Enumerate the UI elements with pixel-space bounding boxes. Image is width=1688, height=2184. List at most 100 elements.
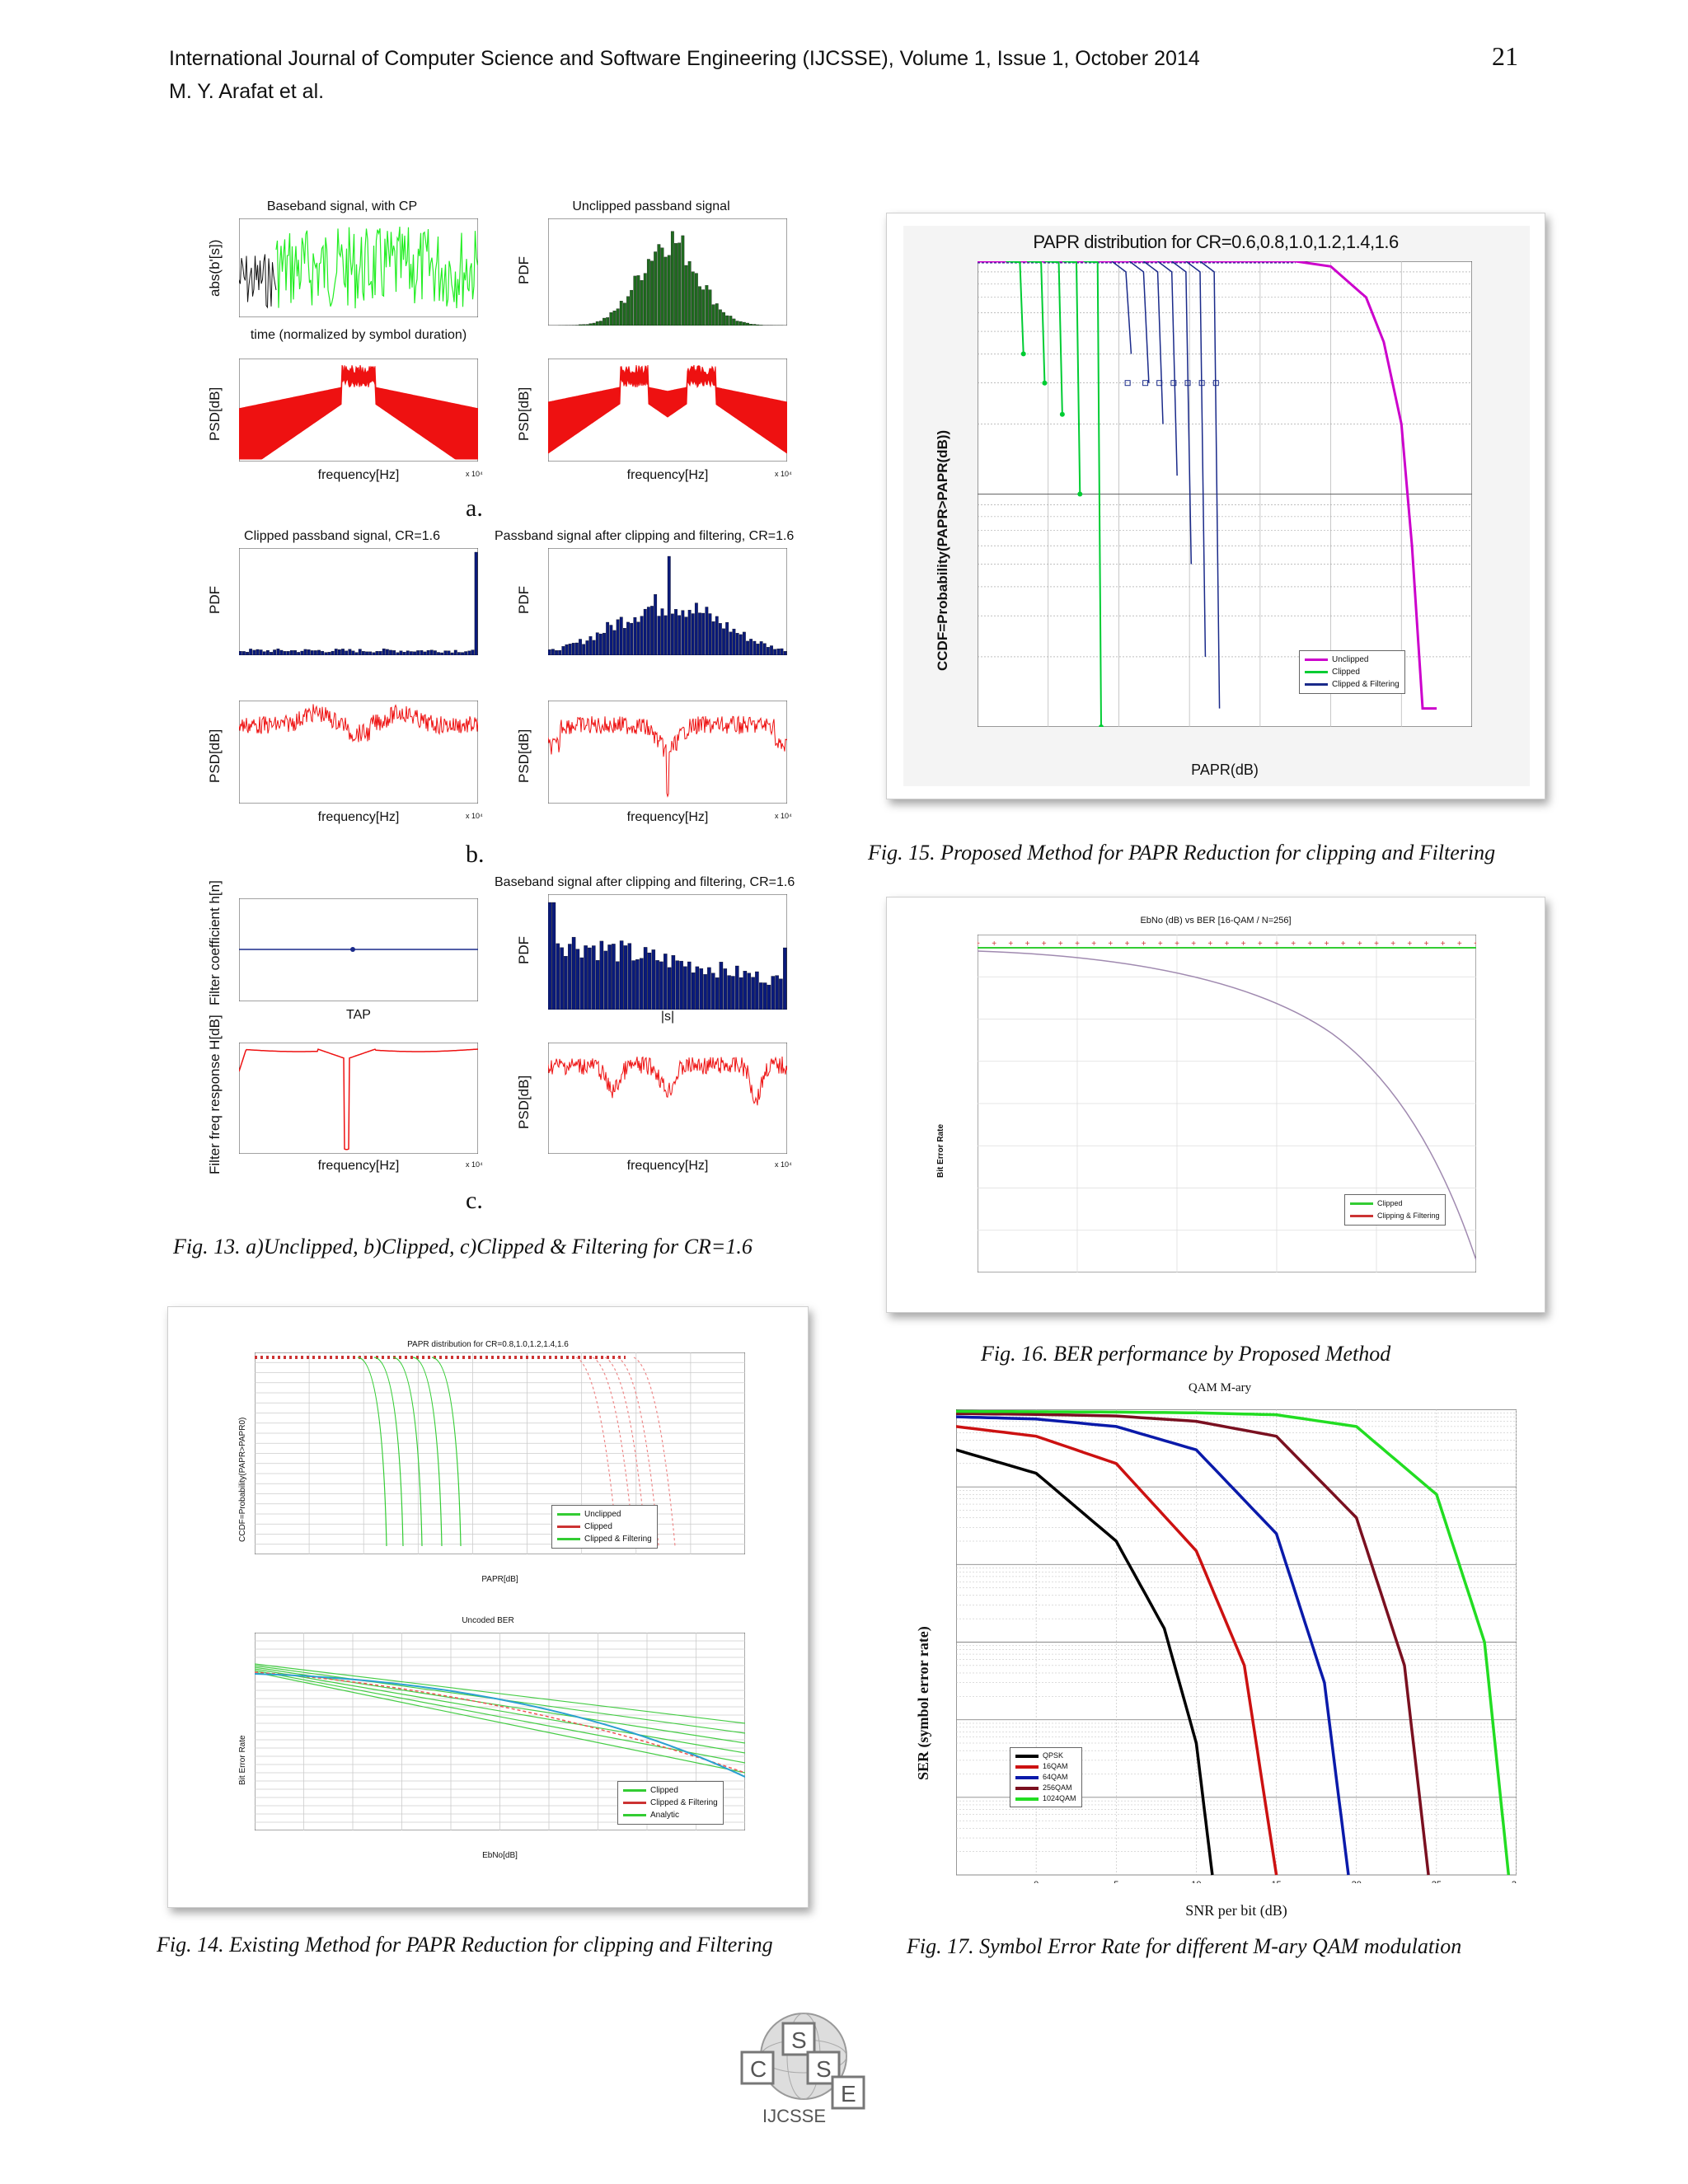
filter-response-plot: [239, 1043, 478, 1154]
panel-psd-a-right: PSD[dB] frequency[Hz] x 10⁴: [511, 354, 792, 486]
legend-item: Clipped: [584, 1522, 612, 1531]
legend-item: Clipped: [1377, 1199, 1403, 1207]
x-scale-label: x 10⁴: [466, 470, 483, 478]
clipping-filtering-marker: +: [1407, 940, 1412, 949]
x-axis-label: TAP: [346, 1008, 371, 1022]
hist-bar: [317, 649, 321, 655]
hist-bar: [337, 649, 341, 655]
hist-bar: [755, 971, 759, 1010]
fig17-title: QAM M-ary: [1188, 1381, 1252, 1394]
hist-bar: [443, 650, 448, 655]
hist-bar: [646, 607, 650, 655]
panel-title: Unclipped passband signal: [572, 199, 730, 213]
hist-bar: [399, 650, 403, 655]
hist-bar: [643, 273, 647, 326]
filtered-curve: [1111, 261, 1132, 354]
hist-bar: [551, 902, 556, 1010]
hist-bar: [771, 976, 776, 1010]
sublabel-c: c.: [466, 1187, 483, 1214]
hist-bar: [413, 651, 416, 655]
clipping-filtering-marker: +: [1058, 940, 1063, 949]
hist-bar: [324, 652, 328, 655]
hist-bar: [735, 321, 739, 326]
y-axis-label: PDF: [207, 586, 223, 614]
fig14-bottom-xlabel: EbNo[dB]: [482, 1851, 518, 1860]
hist-bar: [564, 956, 568, 1010]
panel-psd-b-right: PSD[dB] frequency[Hz] x 10⁴: [511, 696, 792, 832]
hist-bar: [670, 231, 674, 326]
fig14-top-xlabel: PAPR[dB]: [481, 1575, 518, 1584]
hist-bar: [759, 641, 763, 655]
x-tick-label: 15: [1271, 1880, 1281, 1883]
clipped-curve: [431, 1357, 462, 1547]
hist-bar: [609, 312, 613, 326]
hist-bar: [437, 652, 440, 655]
unclipped-curve: [978, 261, 1437, 710]
ber-curve: [255, 1668, 745, 1754]
fig15-title: PAPR distribution for CR=0.6,0.8,1.0,1.2…: [1033, 232, 1399, 252]
svg-text:S: S: [791, 2027, 807, 2053]
hist-bar: [402, 652, 406, 655]
x-tick-label: 5: [1114, 1880, 1118, 1883]
baseband-trace: [275, 227, 478, 309]
svg-text:IJCSSE: IJCSSE: [762, 2106, 826, 2126]
hist-bar: [310, 650, 314, 655]
hist-bar: [743, 971, 748, 1010]
hist-bar: [701, 289, 706, 326]
hist-bar: [775, 975, 779, 1010]
hist-bar: [725, 315, 729, 326]
fig14-top-plot: [255, 1352, 745, 1554]
x-axis-label: frequency[Hz]: [317, 810, 400, 824]
hist-bar: [626, 296, 630, 326]
hist-bar: [667, 967, 672, 1010]
clipping-filtering-marker: +: [1357, 940, 1362, 949]
y-axis-label: abs(b'[s]): [207, 239, 223, 297]
filter-response-trace: [239, 1048, 478, 1151]
clipping-filtering-marker: +: [1142, 940, 1146, 949]
hist-bar: [753, 324, 757, 326]
clipped-curve: [1006, 261, 1025, 354]
hist-bar: [636, 621, 640, 655]
hist-bar: [289, 650, 293, 655]
psd-trace: [548, 715, 787, 798]
x-axis-label: frequency[Hz]: [317, 1159, 400, 1173]
hist-bar: [361, 651, 365, 655]
filtered-marker: [1198, 380, 1205, 387]
fig14-bottom-legend: Clipped Clipped & Filtering Analytic: [617, 1781, 724, 1825]
figure-17: QAM M-ary 0 5 10 15 20 25 30 SER (symbol error…: [898, 1376, 1541, 1945]
x-axis-label: frequency[Hz]: [626, 1159, 709, 1173]
legend-item: 1024QAM: [1043, 1794, 1076, 1802]
y-axis-label: PSD[dB]: [207, 387, 223, 441]
hist-bar: [708, 289, 712, 326]
hist-bar: [582, 644, 586, 655]
hist-bar: [695, 966, 700, 1010]
clipped-marker: [1099, 724, 1104, 727]
hist-bar: [783, 651, 787, 655]
hist-bar: [548, 902, 552, 1010]
hist-bar: [749, 324, 753, 326]
hist-bar: [582, 324, 586, 326]
hist-bar: [372, 652, 376, 655]
clipped-curve: [1044, 261, 1063, 415]
legend-item: 16QAM: [1043, 1762, 1068, 1770]
fig16-title: EbNo (dB) vs BER [16-QAM / N=256]: [1140, 916, 1292, 926]
filtered-curve: [1199, 261, 1221, 709]
filtered-curve: [1142, 261, 1164, 424]
hist-bar: [779, 978, 783, 1010]
hist-bar: [345, 650, 349, 655]
hist-bar: [612, 944, 616, 1010]
hist-bar: [707, 967, 711, 1010]
clipping-filtering-marker: +: [1441, 940, 1446, 949]
hist-bar: [622, 628, 626, 655]
hist-bar: [365, 651, 368, 655]
hist-bar: [303, 649, 307, 655]
hist-bar: [701, 612, 706, 655]
filtered-curve: [1128, 261, 1150, 383]
hist-bar: [636, 275, 640, 326]
unclipped-hist: [548, 218, 787, 326]
filtered-curve: [1185, 261, 1207, 657]
hist-bar: [691, 271, 695, 326]
hist-bar: [678, 242, 682, 326]
hist-bar: [678, 615, 682, 655]
hist-bar: [684, 616, 688, 655]
